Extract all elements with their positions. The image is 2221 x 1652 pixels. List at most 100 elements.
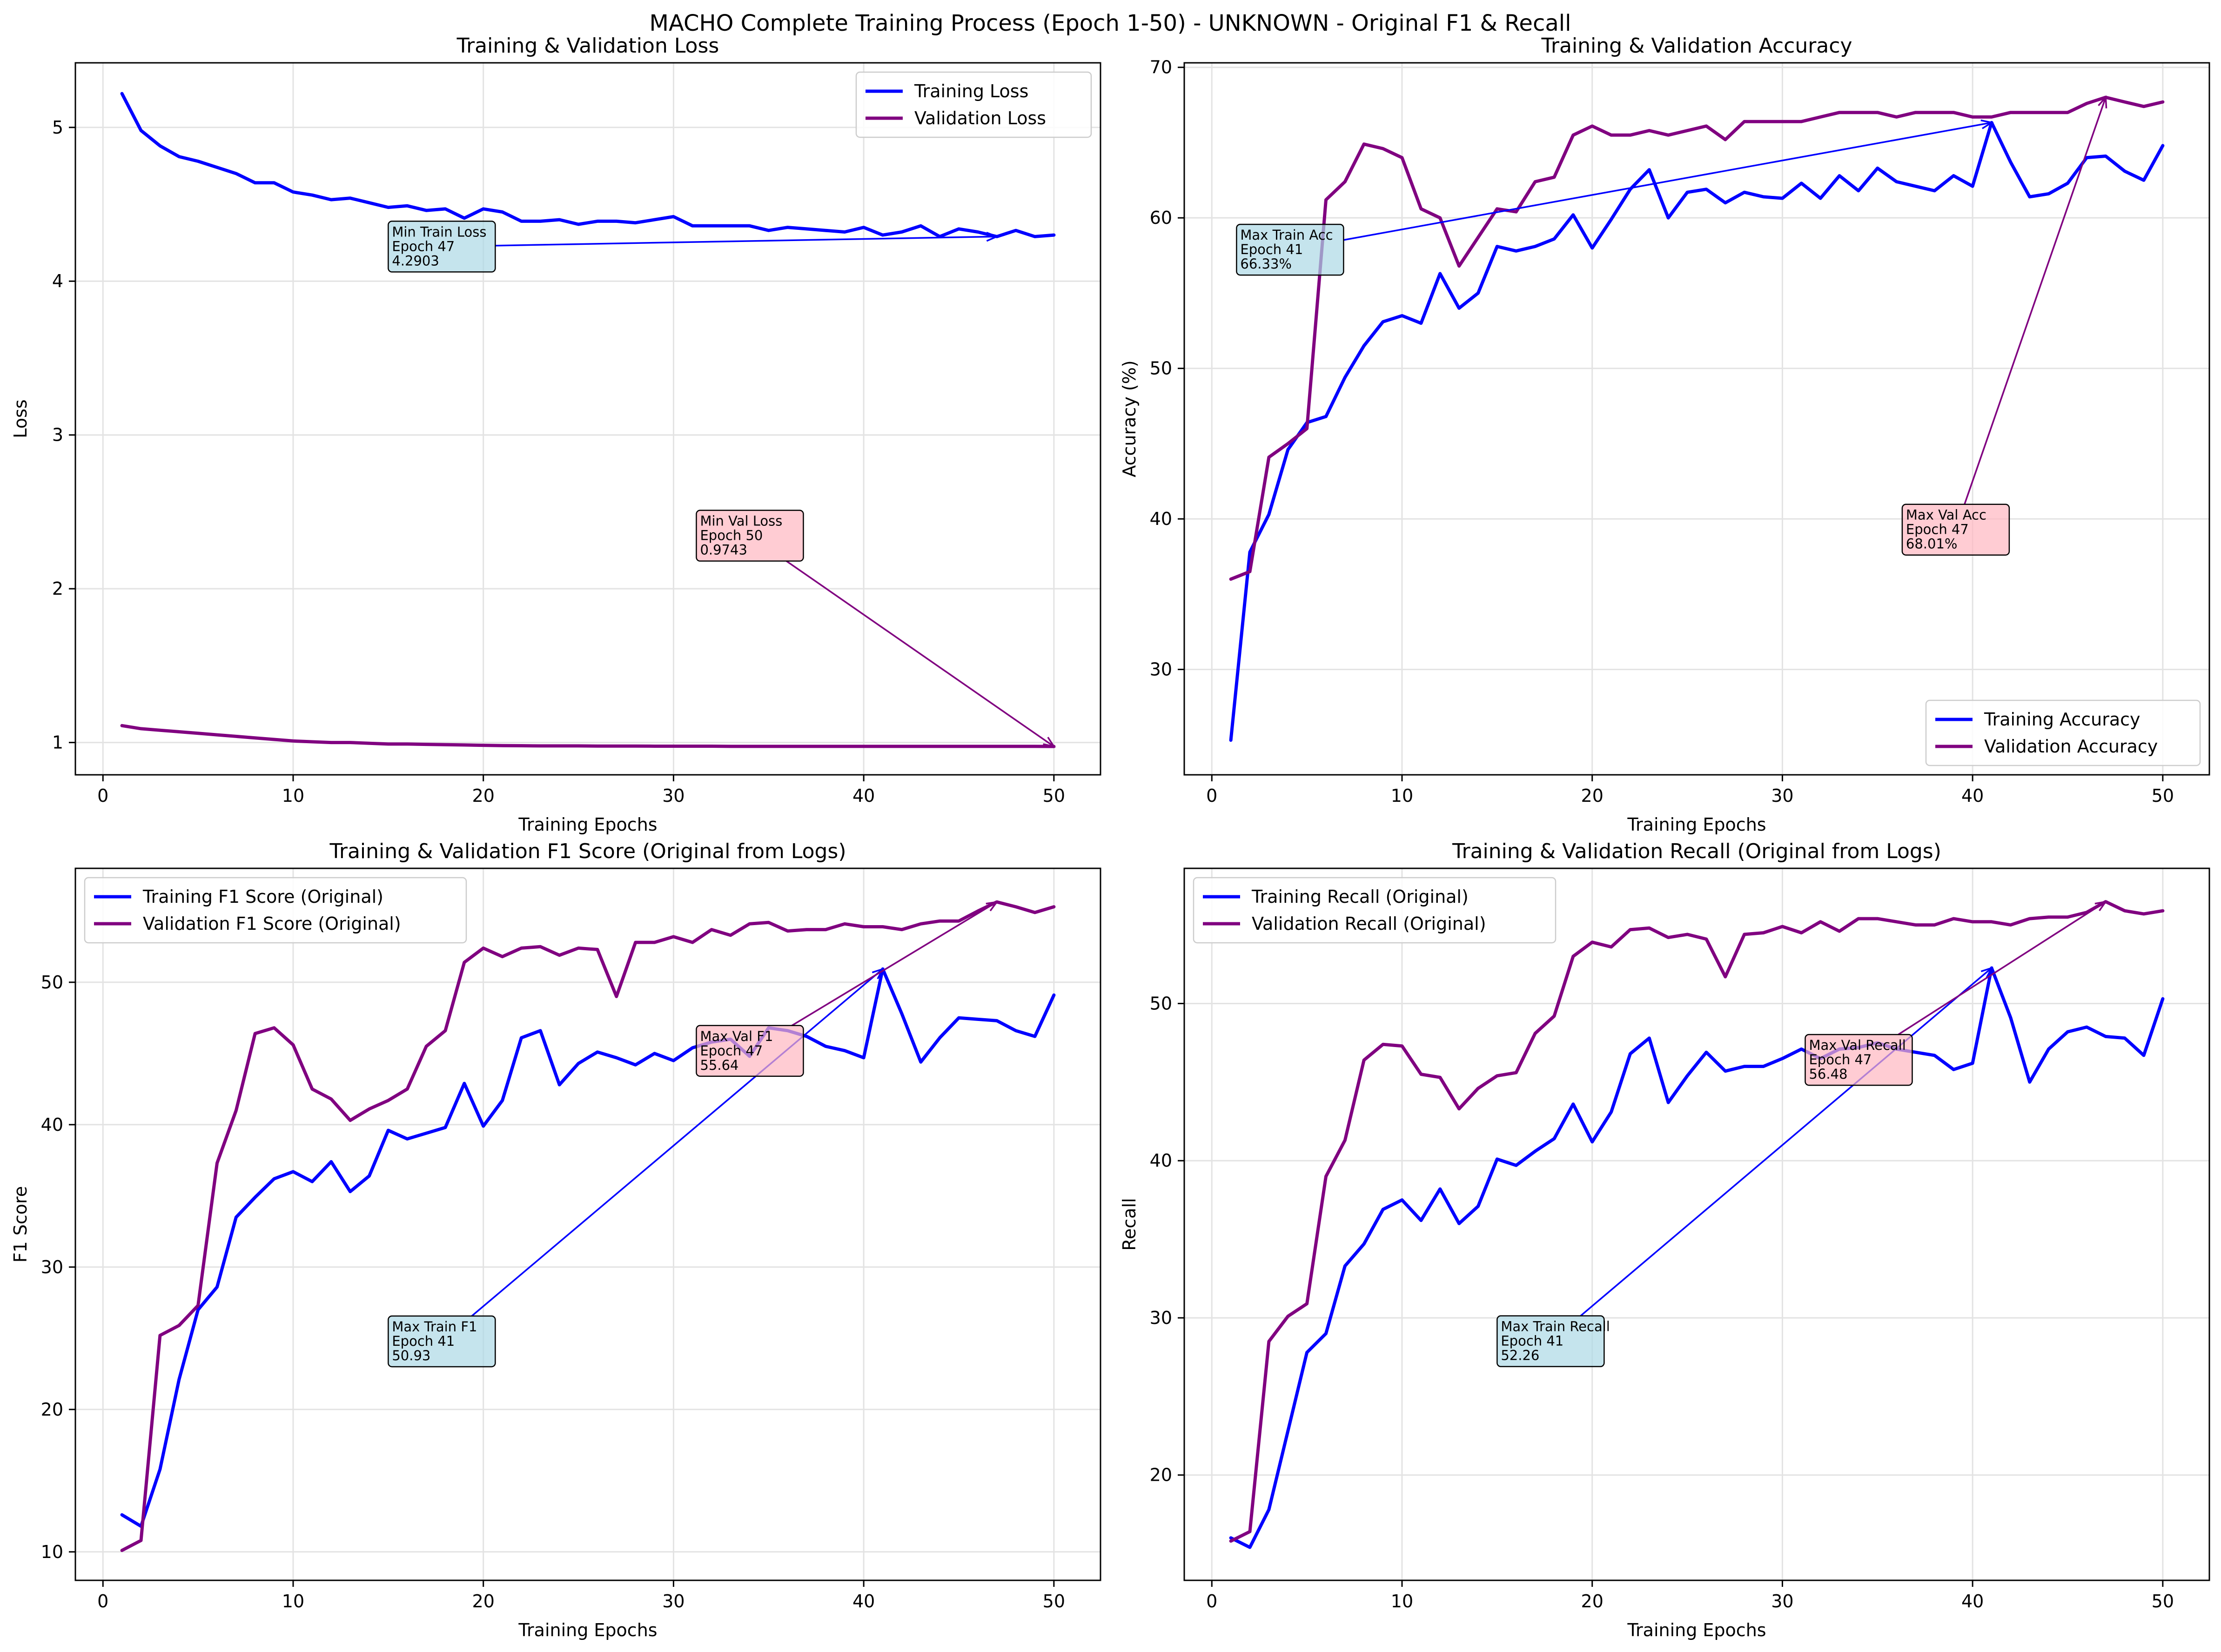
- chart-title: Training & Validation Accuracy: [1541, 34, 1852, 58]
- y-tick-label: 40: [1150, 1150, 1172, 1171]
- annotation-text: 68.01%: [1906, 536, 1958, 552]
- series-line-2: [120, 724, 1056, 748]
- chart-panel-3: Training & Validation F1 Score (Original…: [10, 839, 1101, 1640]
- x-tick-label: 40: [852, 786, 875, 806]
- plot-frame: [1183, 62, 2210, 776]
- x-tick-label: 0: [1206, 1591, 1217, 1612]
- plot-frame: [74, 867, 1101, 1581]
- annotation-text: 52.26: [1501, 1348, 1539, 1363]
- y-tick-label: 3: [52, 425, 63, 445]
- x-axis-label: Training Epochs: [518, 814, 657, 835]
- y-tick-label: 70: [1150, 57, 1172, 78]
- legend-label-2: Validation F1 Score (Original): [143, 913, 401, 934]
- plot-frame: [1183, 867, 2210, 1581]
- annotation-text: 55.64: [700, 1057, 738, 1073]
- x-tick-label: 20: [472, 786, 495, 806]
- annotation-text: Epoch 47: [1906, 522, 1969, 537]
- annotation-arrow-head: [872, 967, 885, 980]
- annotation-arrow: [1898, 901, 2107, 1035]
- y-tick-label: 2: [52, 578, 63, 599]
- annotation-text: Epoch 41: [392, 1333, 455, 1349]
- legend: Training Recall (Original) Validation Rec…: [1193, 877, 1557, 944]
- x-tick-label: 0: [1206, 786, 1217, 806]
- x-tick-label: 40: [852, 1591, 875, 1612]
- legend-label-2: Validation Accuracy: [1984, 736, 2158, 757]
- legend-frame: [1193, 877, 1557, 944]
- annotation-arrow: [791, 901, 998, 1027]
- x-tick-label: 0: [97, 786, 108, 806]
- annotation-arrow: [786, 560, 1054, 747]
- annotation-box: [1236, 223, 1344, 276]
- y-tick-label: 60: [1150, 208, 1172, 228]
- annotation-arrow-head: [2098, 95, 2107, 108]
- chart-title: Training & Validation Recall (Original f…: [1452, 839, 1941, 863]
- annotation-text: Max Train F1: [392, 1319, 477, 1335]
- legend-frame: [84, 877, 467, 944]
- chart-title: Training & Validation Loss: [456, 34, 719, 58]
- legend-frame: [855, 71, 1092, 138]
- legend-label-1: Training Accuracy: [1984, 709, 2140, 730]
- y-tick-label: 1: [52, 732, 63, 753]
- annotation-text: Epoch 41: [1240, 242, 1303, 257]
- annotation-arrow: [471, 968, 884, 1317]
- annotation-text: Min Train Loss: [392, 224, 486, 240]
- y-axis-label: Loss: [10, 399, 31, 438]
- annotation-text: 66.33%: [1240, 256, 1292, 272]
- series-line-2: [1229, 900, 2165, 1543]
- chart-panel-4: Training & Validation Recall (Original f…: [1119, 839, 2210, 1640]
- y-tick-label: 50: [1150, 993, 1172, 1014]
- y-axis-label: Recall: [1119, 1198, 1140, 1250]
- annotation-arrow-head: [986, 900, 999, 912]
- y-tick-label: 4: [52, 271, 63, 291]
- annotation-text: Epoch 41: [1501, 1333, 1563, 1349]
- annotation-text: 50.93: [392, 1348, 430, 1363]
- annotation-arrow-head: [1980, 119, 1994, 129]
- annotation-text: Max Val Recall: [1809, 1037, 1906, 1053]
- y-tick-label: 30: [41, 1257, 63, 1277]
- annotation-text: Epoch 47: [1809, 1052, 1872, 1068]
- x-tick-label: 10: [1391, 786, 1413, 806]
- series-line-2: [1229, 95, 2165, 581]
- legend: Training Accuracy Validation Accuracy: [1925, 699, 2201, 766]
- x-tick-label: 30: [662, 1591, 684, 1612]
- series-line-1: [1229, 966, 2165, 1549]
- legend-label-2: Validation Loss: [914, 108, 1046, 128]
- y-tick-label: 30: [1150, 659, 1172, 680]
- y-tick-label: 10: [41, 1542, 63, 1562]
- annotation-box: [388, 221, 496, 273]
- annotation-text: Max Train Recall: [1501, 1319, 1610, 1335]
- x-tick-label: 20: [472, 1591, 495, 1612]
- legend-label-2: Validation Recall (Original): [1252, 913, 1486, 934]
- annotation-text: Max Val F1: [700, 1028, 773, 1044]
- annotation-arrow-head: [1043, 737, 1056, 748]
- x-tick-label: 30: [1771, 786, 1793, 806]
- legend-label-1: Training F1 Score (Original): [142, 886, 383, 907]
- x-tick-label: 50: [2152, 1591, 2174, 1612]
- annotation-text: Max Train Acc: [1240, 227, 1333, 243]
- legend-label-1: Training Recall (Original): [1251, 886, 1469, 907]
- y-tick-label: 20: [1150, 1465, 1172, 1485]
- annotation-arrow-head: [2094, 900, 2108, 912]
- y-tick-label: 50: [41, 972, 63, 993]
- annotation-box: [696, 510, 804, 562]
- annotation-box: [1496, 1315, 1605, 1367]
- y-tick-label: 5: [52, 117, 63, 138]
- annotation-arrow: [495, 235, 997, 247]
- figure-title: MACHO Complete Training Process (Epoch 1…: [650, 10, 1571, 36]
- series-line-1: [1229, 121, 2165, 742]
- legend: Training Loss Validation Loss: [855, 71, 1092, 138]
- y-tick-label: 40: [1150, 509, 1172, 529]
- annotation-box: [388, 1315, 496, 1368]
- annotation-text: Epoch 50: [700, 528, 763, 544]
- legend: Training F1 Score (Original) Validation F…: [84, 877, 467, 944]
- annotation-text: 56.48: [1809, 1066, 1847, 1082]
- annotation-box: [1901, 504, 2010, 556]
- annotation-arrow: [1343, 121, 1992, 241]
- annotation-text: 4.2903: [392, 253, 439, 269]
- x-tick-label: 10: [282, 786, 304, 806]
- legend-label-1: Training Loss: [914, 81, 1028, 101]
- plot-frame: [74, 62, 1101, 776]
- annotation-arrow: [1964, 97, 2107, 505]
- annotation-text: Max Val Acc: [1906, 507, 1986, 523]
